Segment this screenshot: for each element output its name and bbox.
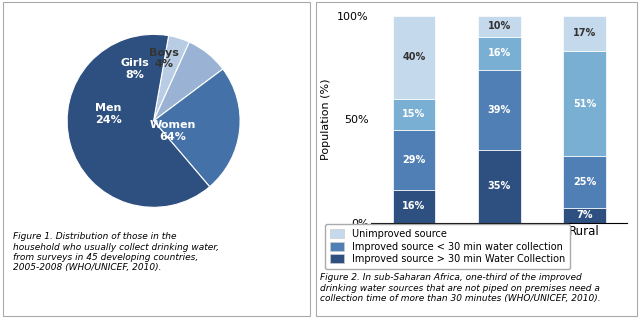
Bar xyxy=(392,190,435,223)
Wedge shape xyxy=(67,34,210,207)
Bar xyxy=(563,156,606,208)
Bar xyxy=(563,208,606,223)
Bar xyxy=(478,16,520,37)
Text: 10%: 10% xyxy=(488,21,511,31)
Text: Women
64%: Women 64% xyxy=(150,121,196,142)
Bar xyxy=(563,16,606,51)
Bar xyxy=(392,16,435,99)
Wedge shape xyxy=(154,36,189,121)
Y-axis label: Population (%): Population (%) xyxy=(321,79,332,160)
Text: Figure 2. In sub-Saharan Africa, one-third of the improved
drinking water source: Figure 2. In sub-Saharan Africa, one-thi… xyxy=(320,273,600,303)
Bar xyxy=(392,99,435,130)
Text: 16%: 16% xyxy=(403,201,426,211)
Wedge shape xyxy=(154,42,223,121)
Text: Figure 1. Distribution of those in the
household who usually collect drinking wa: Figure 1. Distribution of those in the h… xyxy=(13,232,219,272)
Wedge shape xyxy=(154,69,240,187)
Bar xyxy=(478,37,520,70)
Text: Men
24%: Men 24% xyxy=(95,103,122,125)
Text: Boys
4%: Boys 4% xyxy=(149,48,179,69)
Text: 7%: 7% xyxy=(576,211,593,220)
Text: 16%: 16% xyxy=(488,48,511,58)
Bar xyxy=(392,130,435,190)
Text: 17%: 17% xyxy=(573,29,596,38)
Text: 40%: 40% xyxy=(403,52,426,62)
Text: 25%: 25% xyxy=(573,177,596,187)
Text: 35%: 35% xyxy=(488,182,511,191)
Text: 29%: 29% xyxy=(403,155,426,164)
Bar xyxy=(478,150,520,223)
Text: 39%: 39% xyxy=(488,105,511,115)
Legend: Unimproved source, Improved source < 30 min water collection, Improved source > : Unimproved source, Improved source < 30 … xyxy=(325,224,570,269)
Text: 15%: 15% xyxy=(403,109,426,119)
Bar xyxy=(563,51,606,156)
Text: Girls
8%: Girls 8% xyxy=(120,58,149,80)
Text: 51%: 51% xyxy=(573,99,596,109)
Bar xyxy=(478,70,520,150)
